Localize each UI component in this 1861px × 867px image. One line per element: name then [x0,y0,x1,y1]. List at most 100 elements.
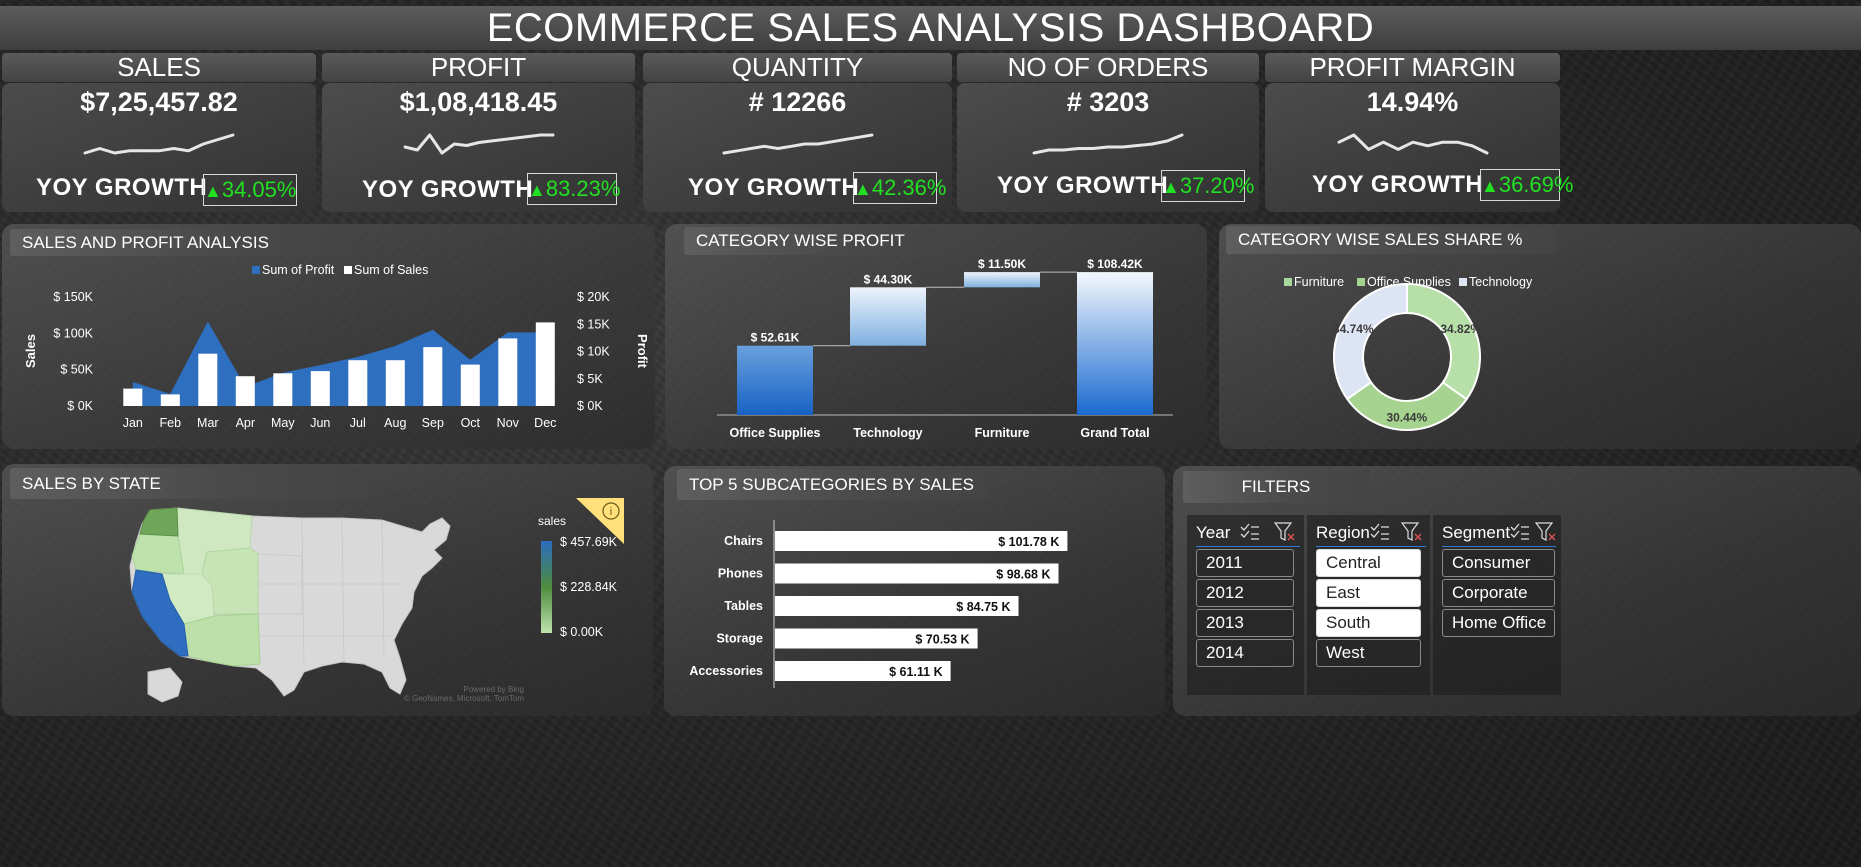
subcategory-name: Accessories [689,664,763,678]
kpi-title: QUANTITY [643,53,952,82]
kpi-card: $1,08,418.45 YOY GROWTH ▲83.23% [322,83,635,212]
waterfall-value-label: $ 52.61K [751,331,800,345]
year-option-2011[interactable]: 2011 [1196,549,1294,577]
donut-slices [1333,282,1481,432]
us-state-map[interactable]: sales $ 457.69K $ 228.84K $ 0.00K Powere… [2,496,653,714]
month-label: Nov [497,416,520,430]
donut-slice-label: 34.82% [1440,322,1481,336]
state-california[interactable] [131,569,189,657]
yoy-growth-badge: ▲42.36% [853,172,946,204]
sales-bar[interactable] [160,394,180,406]
segment-multiselect-icon[interactable] [1510,523,1530,541]
month-label: Jul [350,416,366,430]
region-slicer-underline [1316,546,1426,547]
sales-bar[interactable] [460,364,480,406]
year-option-2013[interactable]: 2013 [1196,609,1294,637]
waterfall-category-label: Office Supplies [730,426,821,440]
subcategory-name: Phones [718,567,763,581]
region-clear-filter-icon[interactable] [1400,522,1423,542]
year-option-2012[interactable]: 2012 [1196,579,1294,607]
sales-bar[interactable] [498,338,518,406]
subcategory-bar[interactable] [775,531,1068,551]
sales-bar[interactable] [385,360,405,406]
month-label: May [271,416,295,430]
legend-profit-swatch [252,266,260,274]
segment-clear-filter-icon[interactable] [1534,522,1557,542]
kpi-card: $7,25,457.82 YOY GROWTH ▲34.05% [2,83,316,212]
region-option-central[interactable]: Central [1316,549,1421,577]
subcategory-value: $ 70.53 K [915,633,969,647]
month-label: Feb [160,416,182,430]
up-arrow-icon: ▲ [528,180,546,200]
waterfall-bar[interactable] [1077,272,1153,415]
subcategory-name: Storage [716,632,763,646]
waterfall-bar[interactable] [964,272,1040,288]
month-label: Jun [310,416,330,430]
year-multiselect-icon[interactable] [1240,523,1260,541]
segment-option-corporate[interactable]: Corporate [1442,579,1555,607]
yoy-growth-label: YOY GROWTH [36,174,208,201]
legend-sales-label: Sum of Sales [354,263,428,277]
state-borders [257,517,402,667]
sales-bar[interactable] [310,371,330,406]
yoy-growth-label: YOY GROWTH [1312,171,1484,198]
alaska-shape [147,667,183,703]
donut-slice-label: 30.44% [1386,411,1427,425]
top-subcategories-chart: Chairs $ 101.78 K Phones $ 98.68 K Tables $ 8… [689,520,1068,688]
year-clear-filter-icon[interactable] [1273,522,1296,542]
dashboard-title: ECOMMERCE SALES ANALYSIS DASHBOARD [0,6,1861,50]
subcategory-name: Tables [724,599,763,613]
sales-bar[interactable] [235,376,255,406]
sales-bar[interactable] [535,322,555,406]
waterfall-value-label: $ 44.30K [864,272,913,286]
kpi-value: $1,08,418.45 [399,87,558,117]
sales-bar[interactable] [348,360,368,406]
kpi-card: 14.94% YOY GROWTH ▲36.69% [1265,83,1573,212]
segment-option-home-office[interactable]: Home Office [1442,609,1555,637]
subcategory-value: $ 61.11 K [889,665,943,679]
sales-bar[interactable] [273,373,293,406]
subcategory-bar[interactable] [775,661,951,681]
legend-furniture-label: Furniture [1294,275,1344,289]
yoy-growth-label: YOY GROWTH [997,172,1169,199]
subcategory-bar[interactable] [775,563,1059,584]
month-axis-labels: Jan Feb Mar Apr May Jun Jul Aug Sep Oct Nov Dec [123,416,557,430]
profit-area[interactable] [132,321,546,407]
region-multiselect-icon[interactable] [1370,523,1390,541]
subcategory-bar[interactable] [775,596,1019,616]
donut-labels: 34.82% 30.44% 34.74% [1333,322,1481,424]
kpi-title: PROFIT MARGIN [1265,53,1560,82]
region-option-east[interactable]: East [1316,579,1421,607]
kpi-sparkline-line [83,133,235,155]
waterfall-bar[interactable] [737,345,813,415]
year-option-2014[interactable]: 2014 [1196,639,1294,667]
left-axis-tick: $ 150K [53,290,93,304]
kpi-card: # 12266 YOY GROWTH ▲42.36% [643,83,952,212]
donut-slice[interactable] [1333,282,1408,401]
subcategory-value: $ 98.68 K [996,568,1050,582]
region-option-south[interactable]: South [1316,609,1421,637]
sales-share-donut: Furniture Office Supplies Technology 34.… [1284,275,1533,432]
sales-profit-title: SALES AND PROFIT ANALYSIS [10,229,354,256]
legend-furniture-swatch [1284,278,1292,286]
map-info-icon[interactable]: i [576,498,624,544]
subcategory-bar[interactable] [775,628,978,649]
map-scale-min: $ 0.00K [560,625,604,639]
region-option-west[interactable]: West [1316,639,1421,667]
waterfall-bar[interactable] [850,287,926,346]
yoy-growth-badge: ▲36.69% [1480,169,1573,201]
info-icon-glyph: i [610,506,612,518]
sales-bar[interactable] [123,388,143,406]
year-slicer: Year 2011 2012 2013 2014 [1187,515,1304,695]
kpi-value: # 12266 [748,87,847,117]
sales-bar[interactable] [423,347,443,406]
sales-bar[interactable] [198,353,218,406]
segment-option-consumer[interactable]: Consumer [1442,549,1555,577]
donut-slice[interactable] [1406,282,1481,401]
right-axis-ticks: $ 20K $ 15K $ 10K $ 5K $ 0K [577,290,610,413]
waterfall-marks: $ 52.61K Office Supplies $ 44.30K Technolog… [730,257,1153,440]
kpi-value: 14.94% [1366,87,1459,117]
year-slicer-underline [1196,546,1300,547]
y-axis-label-right: Profit [635,334,650,369]
segment-slicer-underline [1442,546,1556,547]
